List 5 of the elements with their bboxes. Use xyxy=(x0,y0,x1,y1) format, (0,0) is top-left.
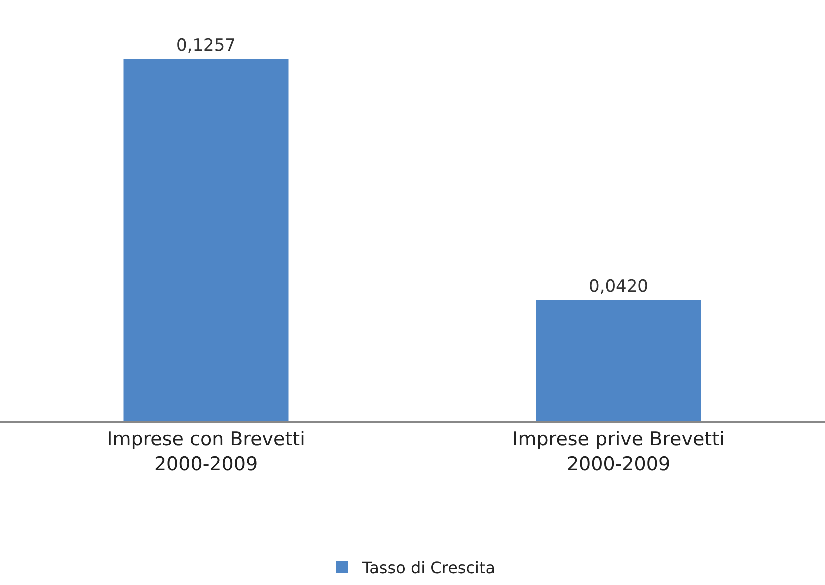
x-tick-label: Imprese con Brevetti 2000-2009 xyxy=(107,428,306,476)
data-label: 0,0420 xyxy=(589,277,648,298)
x-tick-label: Imprese prive Brevetti 2000-2009 xyxy=(512,428,725,476)
legend-label: Tasso di Crescita xyxy=(362,558,496,578)
data-label: 0,1257 xyxy=(176,36,236,56)
